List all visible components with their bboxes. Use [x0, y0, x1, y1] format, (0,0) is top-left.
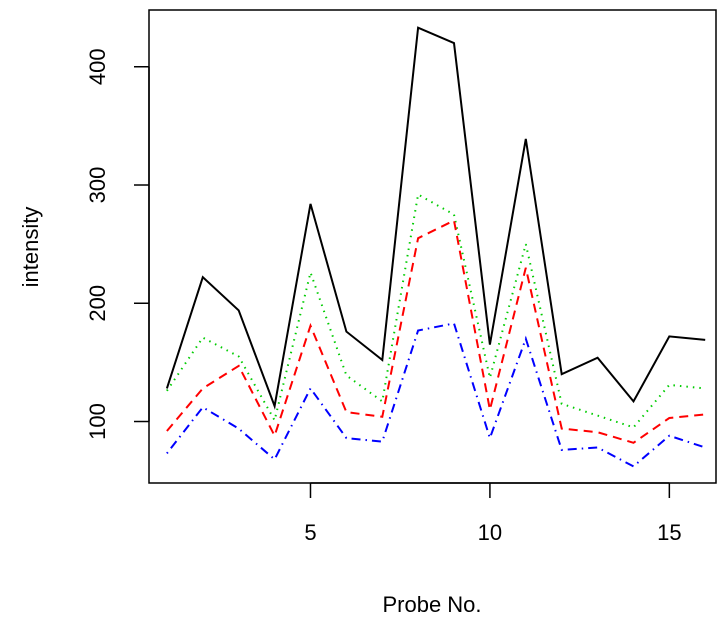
y-tick-label-300: 300 — [85, 167, 110, 204]
x-axis: 5 10 15 — [304, 482, 682, 545]
y-tick-label-200: 200 — [85, 285, 110, 322]
series-line-2 — [166, 192, 706, 429]
y-tick-label-100: 100 — [85, 403, 110, 440]
y-axis-label: intensity — [18, 207, 43, 288]
y-axis: 100 200 300 400 — [85, 48, 150, 440]
series-line-1 — [165, 26, 706, 410]
series-line-3 — [166, 219, 706, 444]
plot-frame — [148, 9, 717, 484]
series-layer — [165, 26, 706, 468]
x-axis-label: Probe No. — [382, 592, 481, 617]
y-tick-label-400: 400 — [85, 48, 110, 85]
x-tick-label-5: 5 — [304, 520, 316, 545]
x-tick-label-15: 15 — [657, 520, 681, 545]
x-tick-label-10: 10 — [478, 520, 502, 545]
series-line-4 — [166, 322, 706, 468]
